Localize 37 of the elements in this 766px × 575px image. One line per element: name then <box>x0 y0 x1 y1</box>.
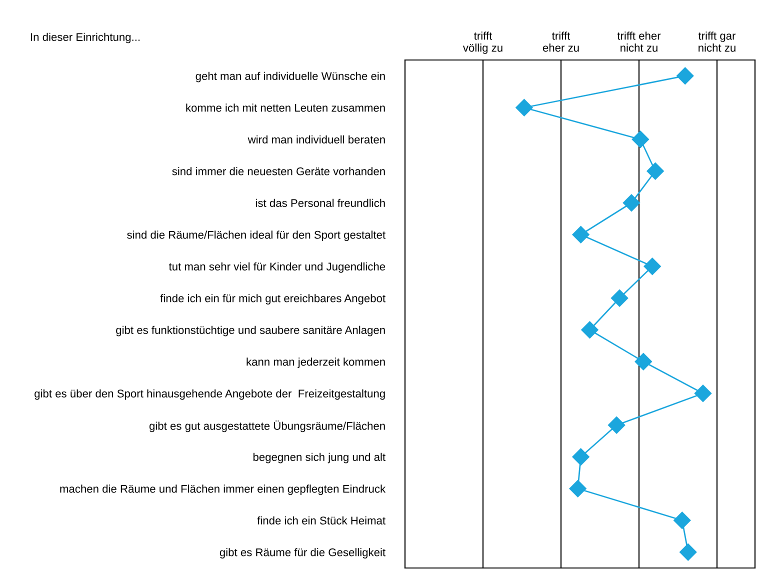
y-tick-label: kann man jederzeit kommen <box>246 358 385 368</box>
y-tick-label: gibt es funktionstüchtige und saubere sanitäre Anlagen <box>116 326 385 336</box>
text: trifft eher zu <box>542 32 579 52</box>
y-tick-label: ist das Personal freundlich <box>256 198 385 208</box>
point <box>646 162 664 180</box>
text: In dieser Einrichtung... <box>31 32 140 44</box>
point <box>674 512 691 529</box>
y-tick-label: machen die Räume und Flächen immer einen gepflegten Eindruck <box>60 484 386 495</box>
point <box>634 353 652 370</box>
point <box>644 258 661 275</box>
y-tick-label: geht man auf individuelle Wünsche ein <box>196 72 385 82</box>
point <box>608 416 626 434</box>
y-tick-label: begegnen sich jung und alt <box>253 452 386 464</box>
y-tick-label: finde ich ein für mich gut ereichbares Angebot <box>160 294 386 304</box>
y-tick-label: gibt es gut ausgestattete Übungsräume/Flächen <box>149 420 385 432</box>
point <box>680 544 697 561</box>
y-tick-label: komme ich mit netten Leuten zusammen <box>186 104 385 112</box>
y-tick-label: sind immer die neuesten Geräte vorhanden <box>172 167 385 176</box>
y-tick-label: sind die Räume/Flächen ideal für den Sport gestaltet <box>127 230 386 241</box>
point <box>694 384 712 402</box>
y-tick-label: wird man individuell beraten <box>248 135 385 144</box>
point <box>572 226 590 244</box>
text: trifft eher nicht zu <box>617 32 661 52</box>
point <box>676 67 694 84</box>
point <box>611 290 628 307</box>
y-tick-label: gibt es Räume für die Geselligkeit <box>220 548 386 558</box>
y-tick-label: gibt es über den Sport hinausgehende Angebote der Freizeitgestaltung <box>34 389 385 400</box>
point <box>572 448 590 466</box>
point <box>632 130 649 148</box>
point <box>569 480 586 498</box>
y-tick-label: finde ich ein Stück Heimat <box>257 516 386 525</box>
y-tick-label: tut man sehr viel für Kinder und Jugendliche <box>168 262 386 273</box>
text: trifft völlig zu <box>462 32 502 54</box>
point <box>581 321 598 338</box>
text: trifft gar nicht zu <box>698 32 736 52</box>
point <box>622 194 640 212</box>
point <box>516 99 533 116</box>
